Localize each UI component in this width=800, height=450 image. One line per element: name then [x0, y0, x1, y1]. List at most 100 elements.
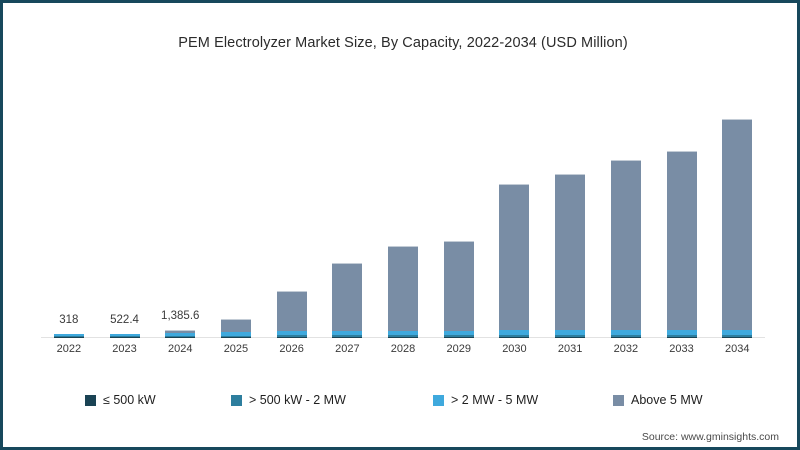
bar-segment-above-5-mw[interactable]: [332, 263, 363, 332]
bar-segment-500-kw[interactable]: [610, 337, 641, 338]
bar-segment-2-mw-5-mw[interactable]: [109, 333, 140, 337]
x-tick-label: 2028: [390, 343, 416, 355]
bar-column[interactable]: [709, 73, 765, 338]
x-tick-label: 2027: [335, 343, 360, 355]
bar-column[interactable]: 1,385.6: [152, 73, 208, 338]
bar-segment-500-kw-2-mw[interactable]: [388, 335, 419, 338]
bar-segment-500-kw-2-mw[interactable]: [53, 336, 84, 338]
legend-swatch-icon: [231, 394, 242, 406]
bar-segment-2-mw-5-mw[interactable]: [220, 331, 251, 336]
bar-segment-500-kw[interactable]: [276, 337, 307, 338]
bar-segment-500-kw[interactable]: [666, 337, 697, 338]
bar-segment-500-kw[interactable]: [165, 337, 196, 338]
x-tick-label: 2025: [223, 343, 249, 355]
bar-segment-2-mw-5-mw[interactable]: [388, 331, 419, 336]
bar-segment-2-mw-5-mw[interactable]: [332, 331, 363, 336]
bar-segment-500-kw-2-mw[interactable]: [722, 334, 753, 337]
stacked-bar[interactable]: [610, 160, 641, 338]
bar-segment-above-5-mw[interactable]: [610, 160, 641, 331]
bar-segment-500-kw[interactable]: [109, 337, 140, 338]
legend-item[interactable]: > 500 kW - 2 MW: [231, 393, 346, 407]
bar-segment-above-5-mw[interactable]: [388, 246, 419, 332]
bar-segment-500-kw-2-mw[interactable]: [220, 335, 251, 338]
plot-area: 318 522.4 1,385.6: [41, 73, 765, 338]
legend-item[interactable]: ≤ 500 kW: [85, 393, 156, 407]
bar-segment-500-kw[interactable]: [443, 337, 474, 338]
bar-segment-2-mw-5-mw[interactable]: [555, 330, 586, 335]
legend-swatch-icon: [613, 394, 624, 406]
stacked-bar[interactable]: [276, 291, 307, 338]
bar-segment-above-5-mw[interactable]: [666, 151, 697, 331]
bar-segment-500-kw[interactable]: [388, 337, 419, 338]
bar-segment-500-kw-2-mw[interactable]: [332, 335, 363, 338]
bar-segment-2-mw-5-mw[interactable]: [165, 332, 196, 336]
legend-item[interactable]: Above 5 MW: [613, 393, 703, 407]
stacked-bar[interactable]: [165, 329, 196, 338]
stacked-bar[interactable]: [555, 174, 586, 338]
legend-label: > 500 kW - 2 MW: [249, 393, 346, 407]
stacked-bar[interactable]: [722, 118, 753, 338]
x-tick-label: 2030: [502, 343, 527, 355]
legend-item[interactable]: > 2 MW - 5 MW: [433, 393, 538, 407]
x-tick-label: 2034: [724, 343, 750, 355]
bar-segment-2-mw-5-mw[interactable]: [443, 330, 474, 336]
stacked-bar[interactable]: [109, 333, 140, 338]
x-tick-label: 2029: [446, 343, 471, 355]
bar-segment-500-kw[interactable]: [499, 337, 530, 338]
stacked-bar[interactable]: [53, 334, 84, 338]
chart-legend: ≤ 500 kW > 500 kW - 2 MW > 2 MW - 5 MW Abov…: [55, 393, 755, 415]
bar-segment-above-5-mw[interactable]: [165, 329, 196, 333]
bar-segment-500-kw[interactable]: [220, 337, 251, 338]
x-tick-label: 2033: [669, 343, 694, 355]
bar-segment-500-kw-2-mw[interactable]: [165, 335, 196, 338]
bar-segment-500-kw-2-mw[interactable]: [555, 335, 586, 337]
bar-column[interactable]: [320, 73, 376, 338]
x-tick-label: 2026: [279, 343, 304, 355]
stacked-bar[interactable]: [443, 240, 474, 338]
bar-segment-above-5-mw[interactable]: [499, 184, 530, 331]
bar-segment-500-kw-2-mw[interactable]: [109, 336, 140, 338]
bar-column[interactable]: 522.4: [97, 73, 153, 338]
bar-column[interactable]: [375, 73, 431, 338]
bar-segment-500-kw-2-mw[interactable]: [499, 335, 530, 337]
bar-segment-500-kw[interactable]: [332, 337, 363, 338]
legend-label: ≤ 500 kW: [103, 393, 156, 407]
bar-column[interactable]: 318: [41, 73, 97, 338]
bar-column[interactable]: [431, 73, 487, 338]
bar-segment-500-kw-2-mw[interactable]: [276, 335, 307, 338]
bar-segment-2-mw-5-mw[interactable]: [276, 331, 307, 336]
stacked-bar[interactable]: [220, 318, 251, 338]
bar-segment-2-mw-5-mw[interactable]: [666, 330, 697, 335]
bar-segment-500-kw[interactable]: [722, 336, 753, 338]
bar-segment-500-kw-2-mw[interactable]: [666, 334, 697, 337]
bar-segment-above-5-mw[interactable]: [443, 240, 474, 331]
chart-title: PEM Electrolyzer Market Size, By Capacit…: [178, 35, 628, 51]
stacked-bar[interactable]: [332, 263, 363, 338]
bar-column[interactable]: [542, 73, 598, 338]
x-tick-label: 2022: [56, 343, 82, 355]
bar-segment-2-mw-5-mw[interactable]: [610, 330, 641, 335]
bar-segment-above-5-mw[interactable]: [220, 318, 251, 332]
bar-segment-above-5-mw[interactable]: [555, 174, 586, 331]
bar-segment-500-kw-2-mw[interactable]: [443, 335, 474, 338]
stacked-bar[interactable]: [388, 246, 419, 338]
legend-label: > 2 MW - 5 MW: [451, 393, 539, 407]
stacked-bar[interactable]: [499, 184, 530, 338]
bar-column[interactable]: [264, 73, 320, 338]
bar-segment-above-5-mw[interactable]: [722, 118, 753, 330]
bar-segment-above-5-mw[interactable]: [276, 291, 307, 332]
bar-segment-2-mw-5-mw[interactable]: [722, 329, 753, 335]
bar-segment-2-mw-5-mw[interactable]: [499, 330, 530, 335]
bar-column[interactable]: [487, 73, 543, 338]
bar-segment-500-kw-2-mw[interactable]: [610, 334, 641, 337]
bar-segment-500-kw[interactable]: [555, 337, 586, 338]
x-tick-label: 2023: [112, 343, 137, 355]
stacked-bar[interactable]: [666, 151, 697, 338]
bar-column[interactable]: [654, 73, 710, 338]
x-axis-labels: 2022 2023 2024 2025 2026 2027 2028 2029 2030 2031…: [41, 343, 765, 361]
bar-segment-500-kw[interactable]: [53, 337, 84, 338]
bar-column[interactable]: [208, 73, 264, 338]
bar-column[interactable]: [598, 73, 654, 338]
bar-segment-2-mw-5-mw[interactable]: [53, 334, 84, 337]
